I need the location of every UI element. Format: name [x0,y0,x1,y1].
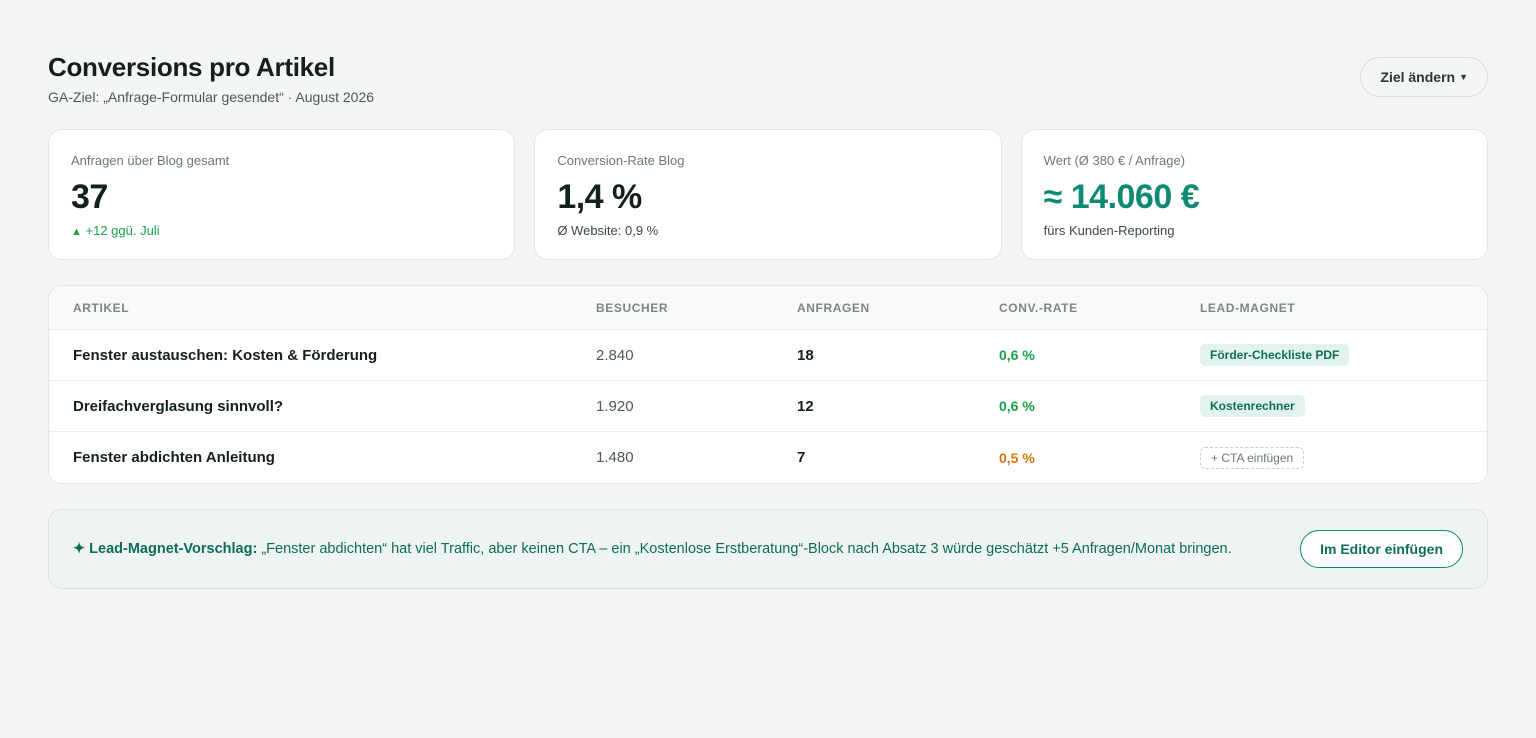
requests-cell: 7 [797,449,806,466]
table-header: ARTIKEL BESUCHER ANFRAGEN CONV.-RATE LEA… [49,286,1487,330]
column-header-article[interactable]: ARTIKEL [73,300,130,315]
kpi-label: Conversion-Rate Blog [557,153,685,168]
article-title[interactable]: Fenster abdichten Anleitung [73,449,275,466]
column-header-lead-magnet[interactable]: LEAD-MAGNET [1200,300,1296,315]
requests-cell: 18 [797,346,814,364]
insert-in-editor-button[interactable]: Im Editor einfügen [1300,530,1463,568]
kpi-value: 1,4 % [557,178,642,216]
lead-magnet-cell: Förder-Checkliste PDF [1200,344,1487,366]
conv-rate-cell: 0,6 % [999,398,1035,414]
lead-magnet-badge[interactable]: Förder-Checkliste PDF [1200,344,1350,366]
kpi-card-value: Wert (Ø 380 € / Anfrage) ≈ 14.060 € fürs… [1020,129,1488,260]
article-title[interactable]: Dreifachverglasung sinnvoll? [73,397,284,415]
lead-magnet-suggestion: ✦ Lead-Magnet-Vorschlag: „Fenster abdich… [48,509,1488,589]
suggestion-body: „Fenster abdichten“ hat viel Traffic, ab… [261,541,1232,557]
column-header-conv-rate[interactable]: CONV.-RATE [999,300,1078,315]
kpi-row: Anfragen über Blog gesamt 37 ▲ +12 ggü. … [48,129,1488,260]
visitors-cell: 1.480 [596,449,634,466]
insert-cta-button[interactable]: + CTA einfügen [1200,446,1305,469]
change-goal-button[interactable]: Ziel ändern ▼ [1360,57,1488,97]
change-goal-label: Ziel ändern [1380,69,1456,85]
table-row[interactable]: Dreifachverglasung sinnvoll? 1.920 12 0,… [49,381,1487,432]
article-title[interactable]: Fenster austauschen: Kosten & Förderung [73,346,378,364]
table-row[interactable]: Fenster austauschen: Kosten & Förderung … [49,330,1487,381]
articles-table: ARTIKEL BESUCHER ANFRAGEN CONV.-RATE LEA… [48,285,1488,484]
visitors-cell: 1.920 [596,397,634,415]
page-title: Conversions pro Artikel [48,52,335,82]
triangle-up-icon: ▲ [71,226,82,238]
kpi-sub: Ø Website: 0,9 % [557,223,659,238]
kpi-value: 37 [71,178,108,216]
kpi-card-requests: Anfragen über Blog gesamt 37 ▲ +12 ggü. … [48,129,516,260]
page-subtitle: GA-Ziel: „Anfrage-Formular gesendet“ · A… [48,89,375,105]
kpi-card-conversion-rate: Conversion-Rate Blog 1,4 % Ø Website: 0,… [534,129,1002,260]
suggestion-text: ✦ Lead-Magnet-Vorschlag: „Fenster abdich… [73,541,1232,557]
suggestion-lead: ✦ Lead-Magnet-Vorschlag: [73,541,258,557]
lead-magnet-cell: Kostenrechner [1200,395,1487,417]
kpi-trend: ▲ +12 ggü. Juli [71,223,492,238]
requests-cell: 12 [797,397,814,415]
visitors-cell: 2.840 [596,346,634,364]
column-header-requests[interactable]: ANFRAGEN [797,300,870,315]
conv-rate-cell: 0,5 % [999,449,1035,466]
caret-down-icon: ▼ [1459,72,1468,82]
kpi-label: Anfragen über Blog gesamt [71,153,230,168]
column-header-visitors[interactable]: BESUCHER [596,300,669,315]
conv-rate-cell: 0,6 % [999,347,1035,363]
kpi-trend-text: +12 ggü. Juli [85,223,160,238]
lead-magnet-badge[interactable]: Kostenrechner [1200,395,1305,417]
kpi-sub: fürs Kunden-Reporting [1043,223,1175,238]
kpi-label: Wert (Ø 380 € / Anfrage) [1043,153,1186,168]
kpi-value: ≈ 14.060 € [1043,178,1200,216]
lead-magnet-cell: + CTA einfügen [1200,446,1487,469]
page-header: Conversions pro Artikel GA-Ziel: „Anfrag… [48,52,1488,105]
table-row[interactable]: Fenster abdichten Anleitung 1.480 7 0,5 … [49,432,1487,483]
header-text: Conversions pro Artikel GA-Ziel: „Anfrag… [48,52,374,105]
